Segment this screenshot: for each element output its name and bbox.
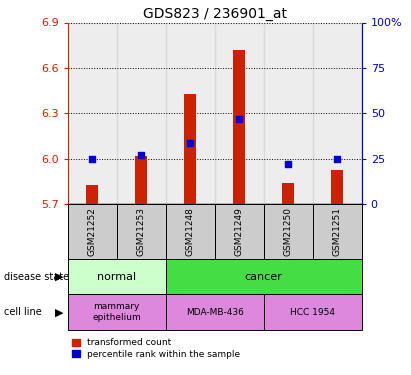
Point xyxy=(285,161,291,167)
Text: GSM21253: GSM21253 xyxy=(137,207,146,256)
Bar xyxy=(215,22,264,204)
Point xyxy=(334,156,340,162)
Bar xyxy=(313,204,362,259)
Text: GSM21250: GSM21250 xyxy=(284,207,293,256)
Text: MDA-MB-436: MDA-MB-436 xyxy=(186,308,244,316)
Bar xyxy=(68,22,117,204)
Bar xyxy=(215,204,264,259)
Bar xyxy=(331,170,343,204)
Bar xyxy=(68,259,166,294)
Text: ▶: ▶ xyxy=(55,307,64,317)
Bar xyxy=(166,259,362,294)
Text: GSM21251: GSM21251 xyxy=(332,207,342,256)
Text: cancer: cancer xyxy=(245,272,283,282)
Bar xyxy=(166,204,215,259)
Point xyxy=(89,156,96,162)
Bar xyxy=(166,22,215,204)
Text: GSM21248: GSM21248 xyxy=(186,207,195,256)
Bar xyxy=(86,184,98,204)
Text: ▶: ▶ xyxy=(55,272,64,282)
Text: normal: normal xyxy=(97,272,136,282)
Bar xyxy=(135,156,148,204)
Legend: transformed count, percentile rank within the sample: transformed count, percentile rank withi… xyxy=(72,338,240,359)
Bar xyxy=(68,294,166,330)
Bar xyxy=(313,22,362,204)
Text: cell line: cell line xyxy=(4,307,42,317)
Point xyxy=(187,140,194,146)
Bar xyxy=(184,94,196,204)
Text: GSM21249: GSM21249 xyxy=(235,207,244,256)
Text: disease state: disease state xyxy=(4,272,69,282)
Bar xyxy=(166,294,264,330)
Bar xyxy=(233,50,245,204)
Title: GDS823 / 236901_at: GDS823 / 236901_at xyxy=(143,8,287,21)
Bar xyxy=(68,204,117,259)
Bar xyxy=(264,294,362,330)
Point xyxy=(138,152,145,158)
Bar xyxy=(117,204,166,259)
Bar xyxy=(264,22,313,204)
Text: GSM21252: GSM21252 xyxy=(88,207,97,256)
Text: HCC 1954: HCC 1954 xyxy=(290,308,335,316)
Bar xyxy=(117,22,166,204)
Bar xyxy=(264,204,313,259)
Point xyxy=(236,116,242,122)
Text: mammary
epithelium: mammary epithelium xyxy=(92,303,141,322)
Bar xyxy=(282,183,294,204)
